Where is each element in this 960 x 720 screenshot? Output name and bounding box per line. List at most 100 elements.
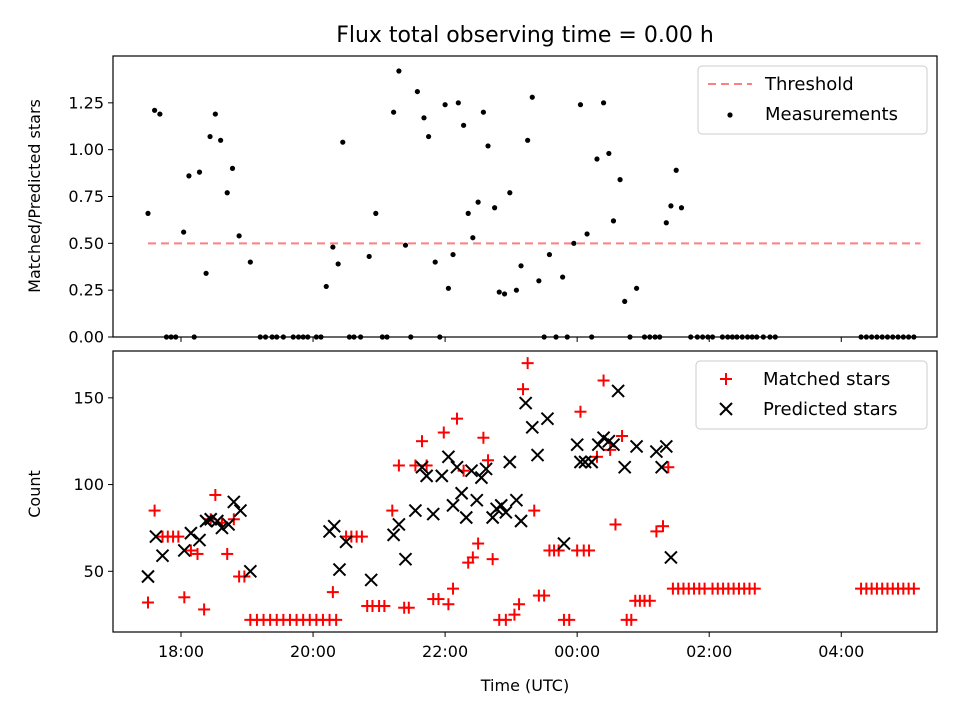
measurement-point: [414, 88, 420, 95]
matched-star-point: [221, 547, 234, 560]
predicted-star-point: [392, 517, 406, 532]
top-y-axis-label: Matched/Predicted stars: [25, 99, 44, 293]
predicted-star-point: [591, 437, 605, 452]
measurement-point: [391, 109, 397, 115]
predicted-star-point: [210, 514, 225, 528]
measurement-point: [507, 190, 513, 196]
matched-star-point: [583, 544, 596, 557]
matched-star-point: [563, 613, 576, 626]
measurement-point: [330, 244, 336, 250]
legend-matched-label: Matched stars: [763, 369, 890, 390]
matched-star-point: [499, 613, 512, 626]
top-y-tick-label: 0.50: [68, 234, 104, 253]
matched-star-point: [616, 429, 629, 442]
predicted-star-point: [149, 529, 163, 544]
predicted-star-point: [503, 455, 517, 469]
matched-star-point: [392, 459, 405, 472]
matched-star-point: [191, 547, 204, 560]
matched-star-point: [330, 613, 343, 626]
predicted-star-point: [474, 470, 489, 485]
measurement-point: [529, 94, 535, 100]
bottom-x-tick-label: 02:00: [686, 642, 732, 661]
matched-star-point: [662, 461, 675, 474]
predicted-star-point: [530, 448, 545, 462]
matched-star-point: [209, 488, 222, 501]
predicted-star-point: [415, 460, 429, 474]
measurement-point: [492, 205, 498, 211]
measurement-point: [663, 220, 669, 226]
predicted-star-point: [192, 533, 207, 547]
predicted-star-point: [177, 543, 192, 558]
top-y-tick-label: 1.25: [68, 93, 104, 112]
bottom-legend-box: [695, 360, 928, 430]
predicted-star-point: [494, 498, 508, 513]
predicted-star-point: [540, 411, 555, 426]
predicted-star-point: [525, 420, 539, 435]
measurement-point: [145, 210, 151, 216]
predicted-star-point: [141, 569, 155, 584]
predicted-star-point: [199, 514, 213, 528]
predicted-star-point: [398, 552, 413, 566]
predicted-star-point: [479, 462, 493, 476]
predicted-star-point: [470, 493, 484, 507]
bottom-legend: Matched stars Predicted stars: [695, 360, 928, 430]
measurement-point: [584, 231, 590, 237]
measurement-point: [546, 251, 553, 258]
measurement-point: [432, 259, 438, 265]
predicted-star-point: [426, 507, 440, 521]
measurement-point: [513, 287, 520, 293]
measurement-point: [236, 233, 242, 239]
top-legend: Threshold Measurements: [697, 65, 928, 135]
predicted-star-point: [233, 503, 248, 518]
predicted-star-point: [509, 493, 524, 507]
matched-star-point: [482, 454, 495, 467]
matched-star-point: [643, 594, 656, 607]
predicted-star-point: [243, 564, 258, 578]
matched-star-point: [538, 589, 551, 602]
measurement-point: [335, 261, 341, 267]
predicted-star-point: [339, 535, 353, 549]
predicted-star-point: [450, 460, 464, 474]
bottom-x-tick-label: 00:00: [554, 642, 600, 661]
predicted-star-point: [155, 548, 170, 563]
top-axes-frame: [112, 55, 938, 338]
matched-star-point: [148, 504, 161, 517]
legend-predicted-label: Predicted stars: [763, 399, 897, 420]
measurement-point: [536, 278, 542, 284]
matched-star-point: [178, 591, 191, 604]
predicted-star-point: [584, 455, 599, 469]
predicted-star-point: [332, 562, 347, 577]
measurement-point: [485, 143, 491, 149]
predicted-star-point: [364, 573, 378, 587]
matched-star-point: [172, 530, 185, 543]
matched-star-point: [517, 383, 530, 396]
measurement-point: [229, 165, 236, 171]
bottom-x-tick-label: 22:00: [422, 642, 468, 661]
matched-star-point: [416, 435, 428, 448]
predicted-star-point: [664, 550, 678, 565]
measurement-point: [560, 274, 566, 280]
measurement-point: [207, 133, 213, 140]
matched-star-point: [508, 608, 521, 621]
matched-star-point: [472, 537, 485, 550]
measurement-point: [323, 283, 329, 290]
matched-star-point: [486, 553, 499, 566]
predicted-star-point: [573, 455, 588, 469]
predicted-star-point: [514, 514, 528, 528]
bottom-y-axis-label: Count: [25, 470, 44, 518]
matched-star-point: [477, 431, 490, 444]
bottom-y-tick-label: 150: [73, 388, 104, 407]
bottom-y-tick-label: 50: [84, 562, 104, 581]
legend-predicted-swatch: [719, 402, 733, 416]
measurement-point: [340, 139, 346, 145]
matched-star-point: [450, 412, 463, 425]
predicted-star-point: [629, 439, 644, 454]
predicted-star-point: [485, 510, 500, 525]
measurement-point: [480, 109, 487, 115]
matched-star-point: [198, 603, 211, 616]
predicted-star-point: [499, 505, 513, 520]
predicted-star-point: [654, 460, 669, 474]
predicted-star-point: [570, 437, 584, 452]
matched-star-point: [432, 593, 445, 606]
measurement-point: [673, 167, 679, 173]
